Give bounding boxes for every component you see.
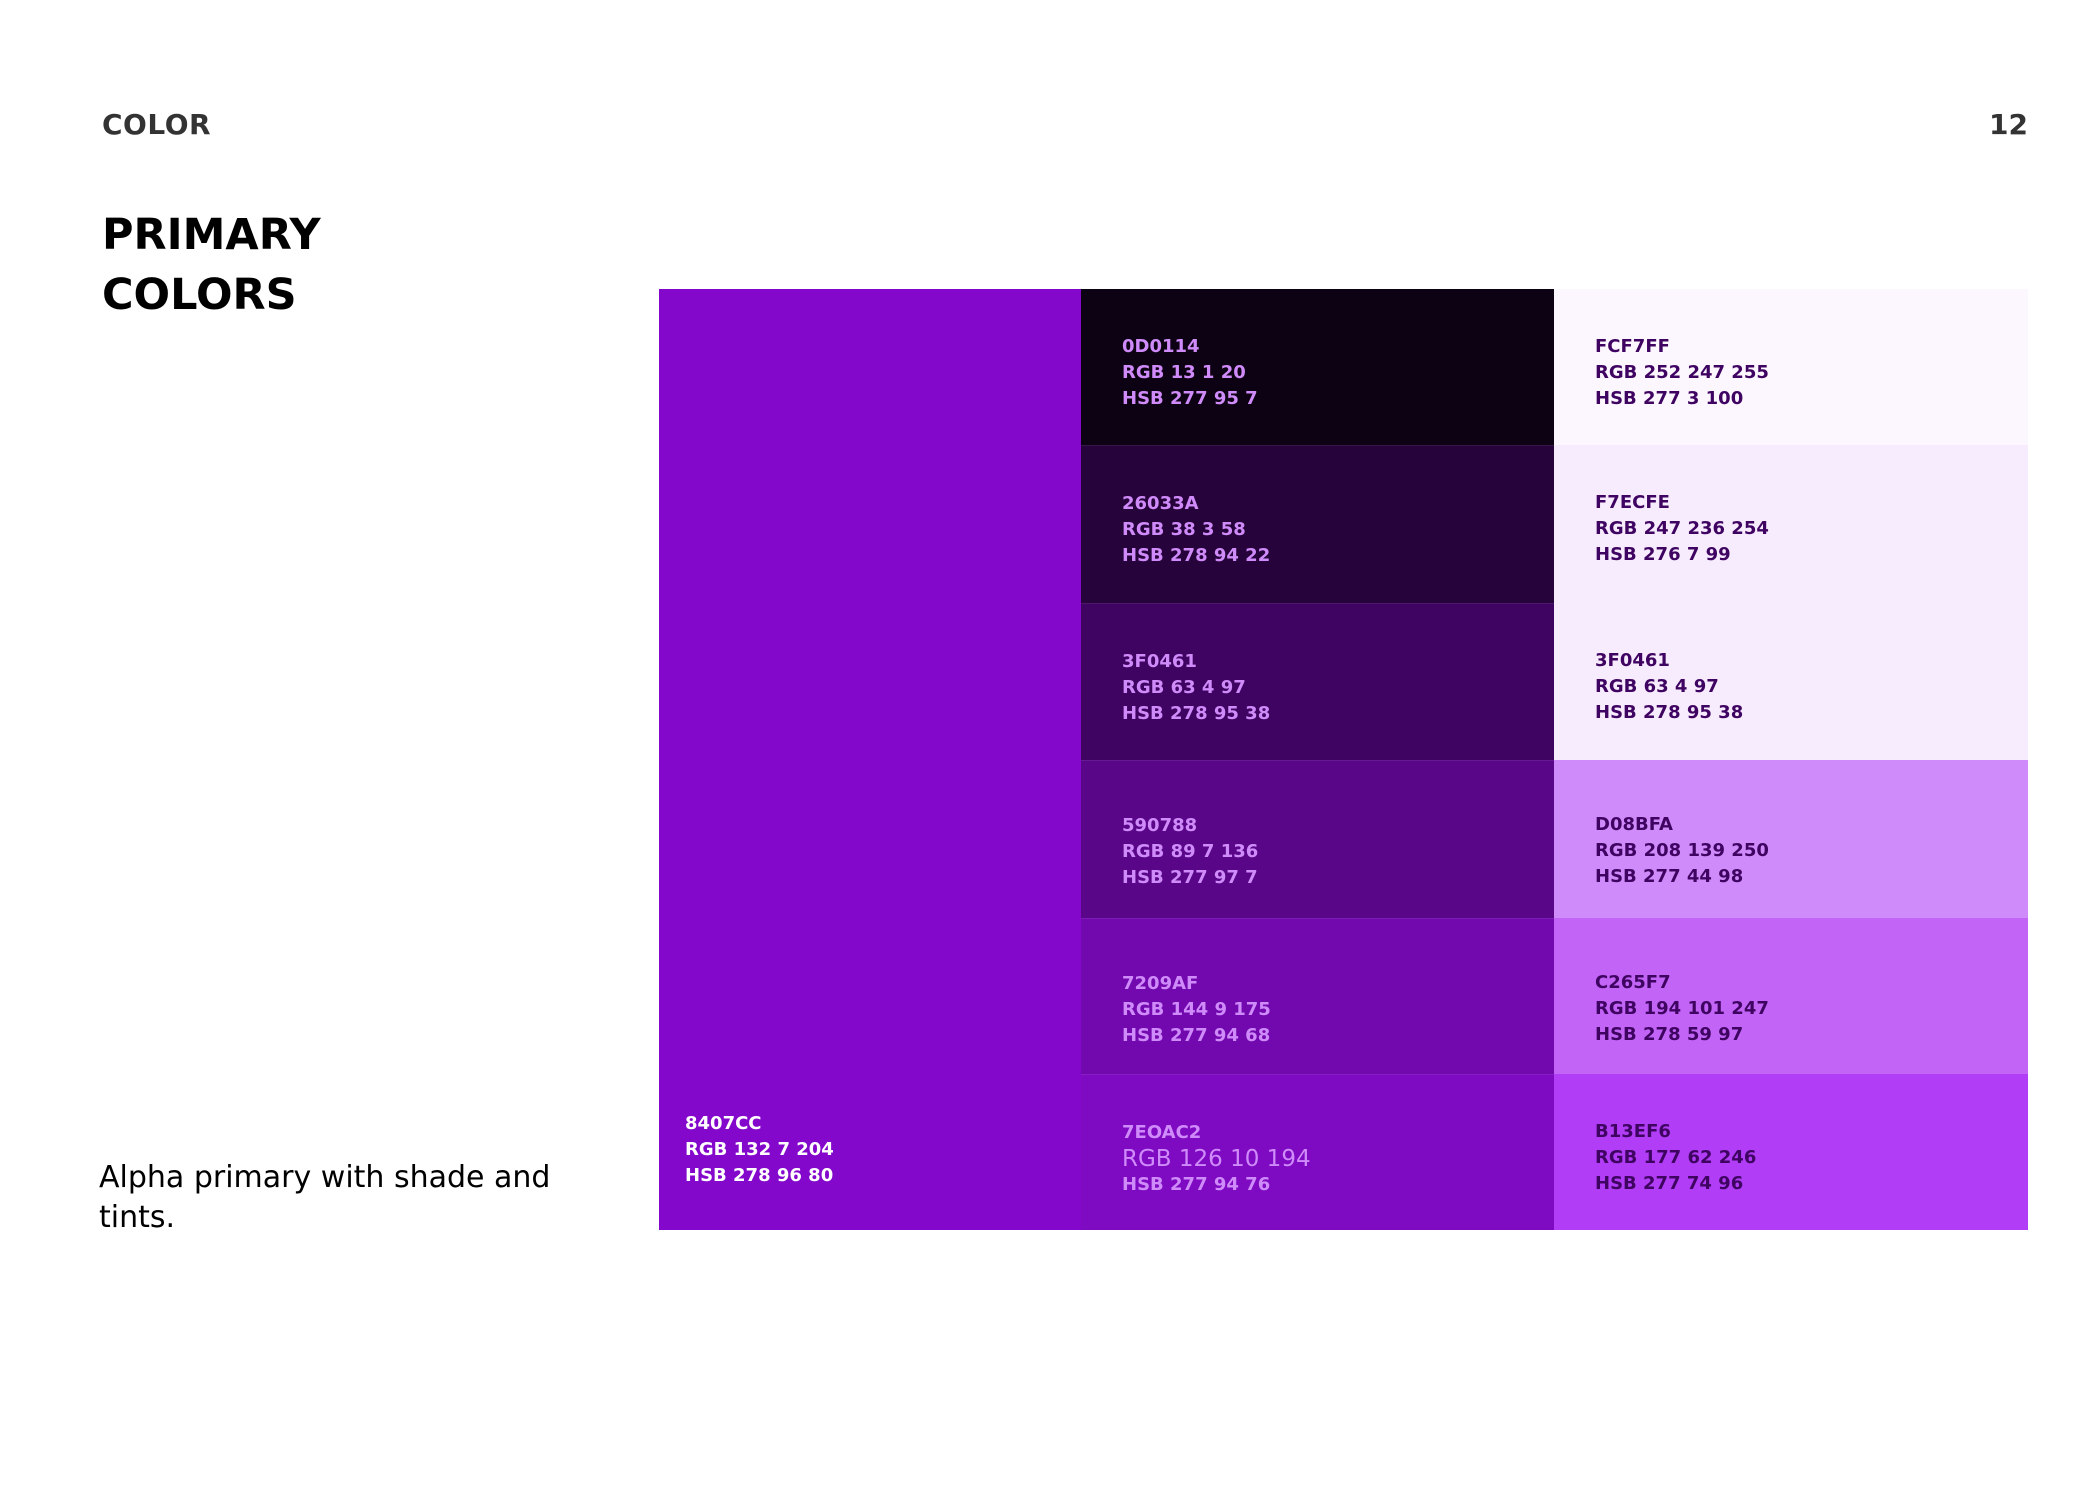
swatch-hsb: HSB 278 95 38 xyxy=(1595,702,1744,723)
swatch-hex: 7209AF xyxy=(1122,973,1199,994)
swatch-hex: 590788 xyxy=(1122,815,1198,836)
color-swatch: 3F0461 RGB 63 4 97 HSB 278 95 38 xyxy=(1554,603,2028,760)
swatch-hsb: HSB 277 97 7 xyxy=(1122,867,1258,888)
color-swatch: FCF7FF RGB 252 247 255 HSB 277 3 100 xyxy=(1554,289,2028,445)
swatch-hex: D08BFA xyxy=(1595,814,1673,835)
swatch-hsb: HSB 278 96 80 xyxy=(685,1165,834,1186)
swatch-rgb: RGB 177 62 246 xyxy=(1595,1147,1757,1168)
color-swatch: 590788 RGB 89 7 136 HSB 277 97 7 xyxy=(1081,760,1554,918)
swatch-hex: FCF7FF xyxy=(1595,336,1670,357)
swatch-hsb: HSB 278 94 22 xyxy=(1122,545,1271,566)
color-swatch: F7ECFE RGB 247 236 254 HSB 276 7 99 xyxy=(1554,445,2028,603)
swatch-rgb: RGB 247 236 254 xyxy=(1595,518,1769,539)
swatch-hsb: HSB 277 94 76 xyxy=(1122,1174,1271,1195)
section-label: COLOR xyxy=(102,108,212,141)
swatch-hsb: HSB 277 44 98 xyxy=(1595,866,1744,887)
swatch-rgb: RGB 194 101 247 xyxy=(1595,998,1769,1019)
description: Alpha primary with shade and tints. xyxy=(99,1160,551,1235)
page-number: 12 xyxy=(1989,108,2028,141)
swatch-hex: 7EOAC2 xyxy=(1122,1122,1202,1143)
swatch-hex: 0D0114 xyxy=(1122,336,1200,357)
swatch-hsb: HSB 277 95 7 xyxy=(1122,388,1258,409)
swatch-hex: 3F0461 xyxy=(1595,650,1670,671)
swatch-rgb: RGB 132 7 204 xyxy=(685,1139,834,1160)
swatch-rgb: RGB 89 7 136 xyxy=(1122,841,1259,862)
swatch-rgb: RGB 208 139 250 xyxy=(1595,840,1769,861)
swatch-hsb: HSB 277 74 96 xyxy=(1595,1173,1744,1194)
color-swatch: 7209AF RGB 144 9 175 HSB 277 94 68 xyxy=(1081,918,1554,1074)
swatch-hsb: HSB 277 94 68 xyxy=(1122,1025,1271,1046)
swatch-hex: 8407CC xyxy=(685,1113,762,1134)
swatch-rgb: RGB 13 1 20 xyxy=(1122,362,1246,383)
swatch-hex: F7ECFE xyxy=(1595,492,1670,513)
swatch-hex: 26033A xyxy=(1122,493,1199,514)
color-swatch: 8407CC RGB 132 7 204 HSB 278 96 80 xyxy=(659,289,1081,1230)
swatch-hex: 3F0461 xyxy=(1122,651,1197,672)
color-swatch: D08BFA RGB 208 139 250 HSB 277 44 98 xyxy=(1554,760,2028,918)
swatch-rgb: RGB 126 10 194 xyxy=(1122,1146,1311,1172)
swatch-rgb: RGB 144 9 175 xyxy=(1122,999,1271,1020)
swatch-rgb: RGB 252 247 255 xyxy=(1595,362,1769,383)
color-swatch: 26033A RGB 38 3 58 HSB 278 94 22 xyxy=(1081,445,1554,603)
color-swatch: 3F0461 RGB 63 4 97 HSB 278 95 38 xyxy=(1081,603,1554,760)
swatch-rgb: RGB 63 4 97 xyxy=(1122,677,1246,698)
page-title: PRIMARY COLORS xyxy=(102,205,321,325)
swatch-hsb: HSB 278 95 38 xyxy=(1122,703,1271,724)
color-swatch: 7EOAC2 RGB 126 10 194 HSB 277 94 76 xyxy=(1081,1074,1554,1230)
swatch-hex: B13EF6 xyxy=(1595,1121,1671,1142)
color-swatch: C265F7 RGB 194 101 247 HSB 278 59 97 xyxy=(1554,918,2028,1074)
page-title-line-1: PRIMARY xyxy=(102,210,321,260)
color-swatch: B13EF6 RGB 177 62 246 HSB 277 74 96 xyxy=(1554,1074,2028,1230)
swatch-hex: C265F7 xyxy=(1595,972,1671,993)
page-title-line-2: COLORS xyxy=(102,270,297,320)
swatch-rgb: RGB 63 4 97 xyxy=(1595,676,1719,697)
swatch-hsb: HSB 277 3 100 xyxy=(1595,388,1744,409)
swatch-hsb: HSB 278 59 97 xyxy=(1595,1024,1744,1045)
color-swatch: 0D0114 RGB 13 1 20 HSB 277 95 7 xyxy=(1081,289,1554,445)
swatch-hsb: HSB 276 7 99 xyxy=(1595,544,1731,565)
swatch-rgb: RGB 38 3 58 xyxy=(1122,519,1246,540)
